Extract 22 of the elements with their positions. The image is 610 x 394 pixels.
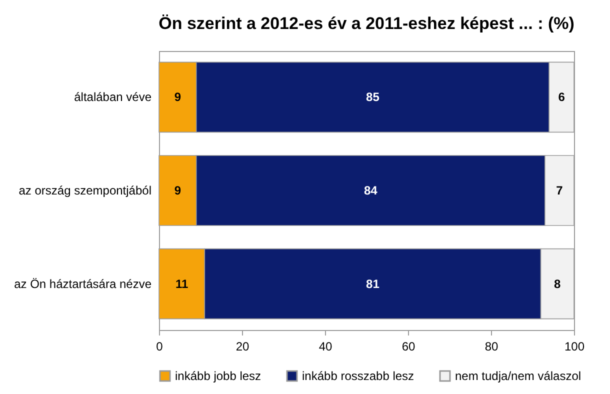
x-tick-label: 100: [564, 340, 585, 354]
data-label: 9: [174, 184, 182, 198]
data-label: 11: [175, 276, 188, 291]
data-label: 9: [174, 90, 182, 104]
data-label: 7: [556, 184, 564, 198]
x-tick-label: 20: [236, 340, 250, 354]
y-tick-label: általában véve: [74, 90, 152, 104]
legend-label: inkább rosszabb lesz: [302, 369, 414, 383]
data-label: 6: [558, 90, 566, 104]
y-tick-label: az ország szempontjából: [18, 184, 152, 198]
data-label: 81: [366, 276, 380, 291]
legend-label: nem tudja/nem válaszol: [455, 369, 582, 383]
x-tick-label: 60: [402, 340, 416, 354]
legend-label: inkább jobb lesz: [175, 369, 262, 383]
data-label: 8: [554, 276, 562, 291]
y-tick-label: az Ön háztartására nézve: [14, 276, 152, 291]
x-tick-label: 0: [156, 340, 164, 354]
x-tick-label: 80: [484, 340, 498, 354]
x-tick-label: 40: [318, 340, 332, 354]
data-label: 84: [364, 184, 378, 198]
chart-title: Ön szerint a 2012-es év a 2011-eshez képest ... : (%): [158, 14, 574, 33]
data-label: 85: [366, 90, 380, 104]
